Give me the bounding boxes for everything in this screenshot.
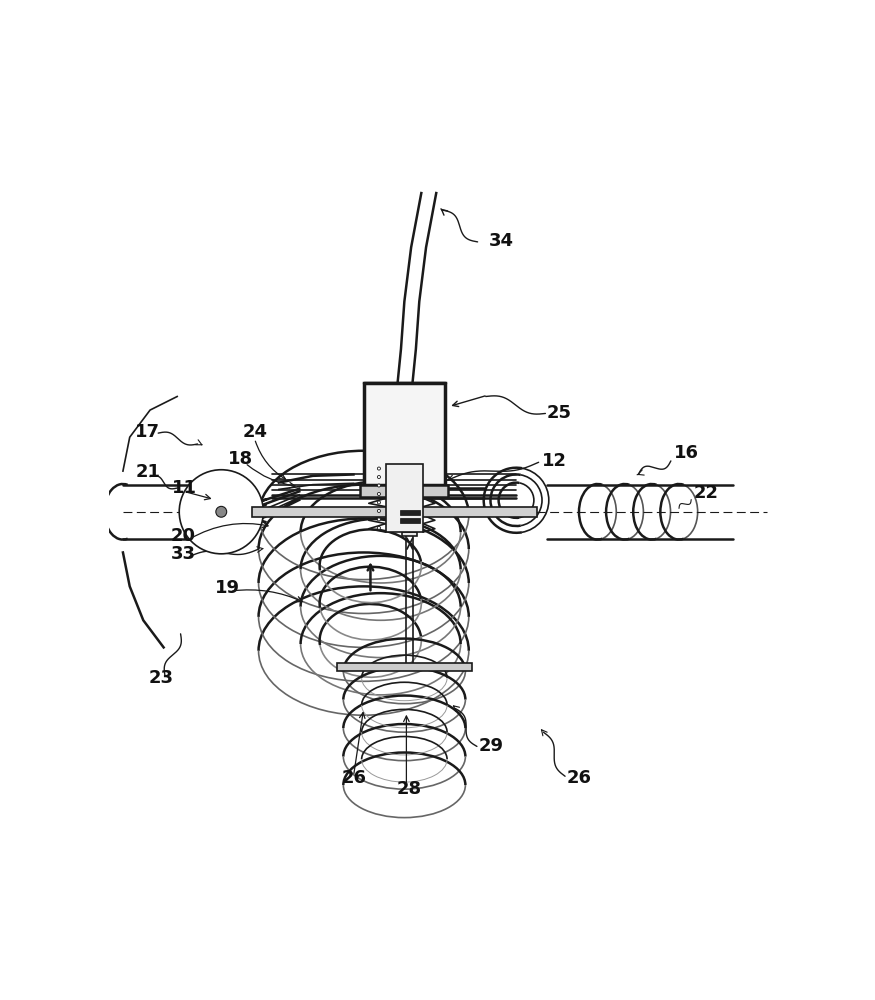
- Text: 26: 26: [341, 769, 367, 787]
- Text: 17: 17: [135, 423, 160, 441]
- Text: 26: 26: [567, 769, 592, 787]
- Text: 23: 23: [149, 669, 174, 687]
- Circle shape: [186, 477, 256, 547]
- Circle shape: [216, 506, 227, 517]
- Circle shape: [377, 509, 381, 512]
- Text: 33: 33: [171, 545, 195, 563]
- Text: 19: 19: [214, 579, 240, 597]
- Bar: [252, 507, 536, 517]
- Text: 29: 29: [479, 737, 504, 755]
- Bar: [400, 510, 420, 515]
- Text: 18: 18: [228, 450, 253, 468]
- Text: 21: 21: [135, 463, 160, 481]
- Circle shape: [377, 526, 381, 529]
- Circle shape: [377, 501, 381, 504]
- Bar: [402, 532, 417, 536]
- Text: 12: 12: [542, 452, 567, 470]
- Circle shape: [192, 483, 249, 540]
- Text: 25: 25: [547, 404, 571, 422]
- Bar: [364, 383, 445, 485]
- Bar: [360, 485, 449, 497]
- Bar: [386, 464, 423, 532]
- Text: 16: 16: [674, 444, 698, 462]
- Circle shape: [377, 492, 381, 496]
- Text: 28: 28: [396, 780, 422, 798]
- Circle shape: [377, 484, 381, 487]
- Circle shape: [179, 470, 263, 554]
- Circle shape: [377, 518, 381, 521]
- Text: 24: 24: [242, 423, 267, 441]
- Circle shape: [202, 493, 241, 531]
- Text: 22: 22: [694, 484, 719, 502]
- Circle shape: [377, 467, 381, 470]
- Bar: [400, 518, 420, 523]
- Text: 11: 11: [172, 479, 197, 497]
- Circle shape: [377, 476, 381, 479]
- Text: 20: 20: [171, 527, 195, 545]
- Text: 34: 34: [489, 232, 514, 250]
- Bar: [337, 663, 472, 671]
